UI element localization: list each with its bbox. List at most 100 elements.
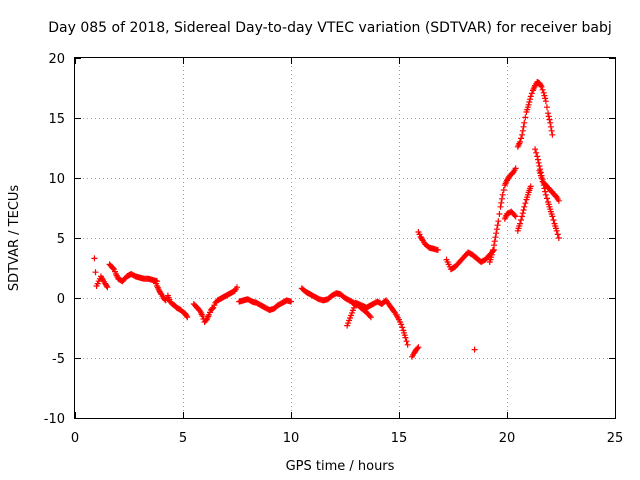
data-point	[521, 119, 528, 126]
data-point	[499, 191, 506, 198]
data-point	[541, 92, 548, 99]
data-point	[493, 230, 500, 237]
data-point	[496, 211, 503, 217]
data-point	[488, 251, 495, 258]
data-point	[519, 213, 526, 220]
data-point	[522, 114, 529, 121]
data-point	[415, 344, 422, 351]
data-point	[489, 247, 496, 253]
data-point	[550, 217, 557, 223]
data-point	[549, 131, 556, 138]
data-point	[532, 146, 539, 153]
data-point	[497, 203, 504, 210]
data-point	[527, 93, 534, 100]
x-tick-label: 0	[71, 431, 79, 446]
data-point	[534, 153, 541, 160]
y-axis-label: SDTVAR / TECUs	[7, 185, 22, 292]
y-tick-label: -5	[52, 352, 65, 367]
data-point	[403, 338, 410, 345]
data-point	[520, 207, 527, 213]
data-point	[511, 212, 518, 219]
data-point	[549, 213, 556, 220]
data-point	[539, 86, 546, 93]
data-point	[555, 235, 562, 241]
data-point	[184, 314, 191, 321]
x-tick-label: 10	[283, 431, 300, 446]
y-tick-label: 5	[57, 232, 65, 247]
data-point	[528, 90, 535, 97]
data-point	[399, 324, 406, 331]
data-point	[554, 231, 561, 238]
data-point	[493, 226, 500, 233]
data-point	[516, 220, 523, 227]
y-tick-label: 15	[48, 112, 65, 127]
data-point	[519, 131, 526, 138]
data-point	[495, 218, 502, 225]
data-point	[288, 298, 294, 305]
data-point	[199, 313, 206, 319]
data-point	[539, 178, 546, 185]
data-point	[538, 175, 545, 181]
data-point	[209, 305, 216, 312]
data-point	[91, 255, 98, 262]
data-point	[110, 265, 117, 272]
data-point	[542, 95, 549, 102]
data-point	[533, 149, 540, 156]
data-point	[512, 213, 519, 220]
data-point	[520, 123, 527, 130]
data-point	[471, 346, 478, 353]
data-point	[234, 284, 240, 291]
data-point	[548, 127, 555, 134]
data-point	[543, 195, 550, 202]
data-point	[527, 96, 534, 103]
data-point	[521, 203, 528, 210]
data-point	[491, 242, 498, 249]
axis-ticks: 0 5 10 15 20 25 -10 -5 0 5 10 15 20	[44, 52, 624, 446]
data-point	[494, 222, 501, 229]
data-point	[183, 313, 190, 319]
y-tick-label: -10	[44, 412, 65, 427]
data-point	[538, 83, 545, 90]
data-point	[526, 99, 533, 105]
x-tick-label: 25	[607, 431, 624, 446]
data-point	[398, 321, 405, 328]
data-point	[491, 238, 498, 245]
x-tick-label: 15	[391, 431, 408, 446]
x-tick-label: 5	[179, 431, 187, 446]
data-point	[547, 119, 554, 126]
data-point	[546, 116, 553, 123]
data-point	[519, 127, 526, 134]
data-point	[402, 334, 409, 341]
data-point	[547, 123, 554, 130]
data-point	[553, 227, 560, 234]
data-point	[498, 199, 505, 206]
data-point	[540, 89, 547, 96]
data-point	[518, 217, 525, 223]
y-tick-label: 20	[48, 52, 65, 67]
data-point	[519, 210, 526, 217]
data-point	[404, 341, 411, 348]
data-point	[545, 113, 552, 120]
data-point	[525, 101, 532, 108]
data-point	[542, 98, 549, 105]
grid-lines	[75, 58, 615, 418]
data-point	[492, 234, 499, 241]
data-point	[537, 82, 544, 89]
data-point	[534, 156, 541, 163]
data-point	[541, 185, 548, 192]
x-tick-label: 20	[499, 431, 516, 446]
data-point	[542, 188, 549, 195]
data-point	[522, 200, 529, 207]
data-point	[512, 165, 519, 172]
data-point	[543, 104, 550, 111]
chart-title: Day 085 of 2018, Sidereal Day-to-day VTE…	[48, 20, 611, 36]
data-point	[367, 314, 374, 321]
y-tick-label: 0	[57, 292, 65, 307]
data-point	[545, 110, 552, 117]
x-axis-label: GPS time / hours	[286, 459, 395, 474]
y-tick-label: 10	[48, 172, 65, 187]
data-point	[535, 159, 542, 166]
plot-frame	[74, 57, 616, 419]
data-point	[104, 284, 111, 291]
